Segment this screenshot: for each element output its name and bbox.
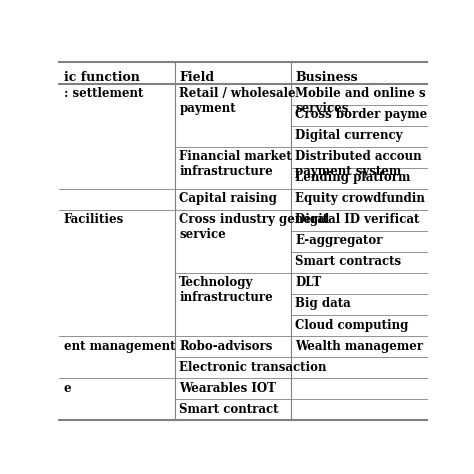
Text: Smart contracts: Smart contracts: [295, 255, 401, 268]
Text: Mobile and online s
services: Mobile and online s services: [295, 87, 426, 115]
Text: Cross border payme: Cross border payme: [295, 108, 428, 121]
Text: ent management: ent management: [64, 339, 175, 353]
Text: e: e: [64, 382, 71, 395]
Text: Technology
infrastructure: Technology infrastructure: [179, 276, 273, 304]
Text: Digital ID verificat: Digital ID verificat: [295, 213, 419, 227]
Text: ic function: ic function: [64, 71, 139, 84]
Text: Equity crowdfundin: Equity crowdfundin: [295, 192, 425, 205]
Text: Electronic transaction: Electronic transaction: [179, 361, 327, 374]
Text: Cloud computing: Cloud computing: [295, 319, 409, 331]
Text: E-aggregator: E-aggregator: [295, 235, 383, 247]
Text: Business: Business: [295, 71, 358, 84]
Text: Cross industry general
service: Cross industry general service: [179, 213, 329, 241]
Text: Retail / wholesale
payment: Retail / wholesale payment: [179, 87, 296, 115]
Text: Lending platform: Lending platform: [295, 171, 410, 184]
Text: Facilities: Facilities: [64, 213, 124, 227]
Text: Big data: Big data: [295, 298, 351, 310]
Text: Robo-advisors: Robo-advisors: [179, 339, 273, 353]
Text: Smart contract: Smart contract: [179, 402, 279, 416]
Text: Capital raising: Capital raising: [179, 192, 277, 205]
Text: Digital currency: Digital currency: [295, 129, 402, 142]
Text: Wealth managemer: Wealth managemer: [295, 339, 423, 353]
Text: Distributed accoun
payment system: Distributed accoun payment system: [295, 150, 422, 178]
Text: DLT: DLT: [295, 276, 321, 290]
Text: Financial market
infrastructure: Financial market infrastructure: [179, 150, 292, 178]
Text: : settlement: : settlement: [64, 87, 143, 100]
Text: Field: Field: [179, 71, 215, 84]
Text: Wearables IOT: Wearables IOT: [179, 382, 276, 395]
